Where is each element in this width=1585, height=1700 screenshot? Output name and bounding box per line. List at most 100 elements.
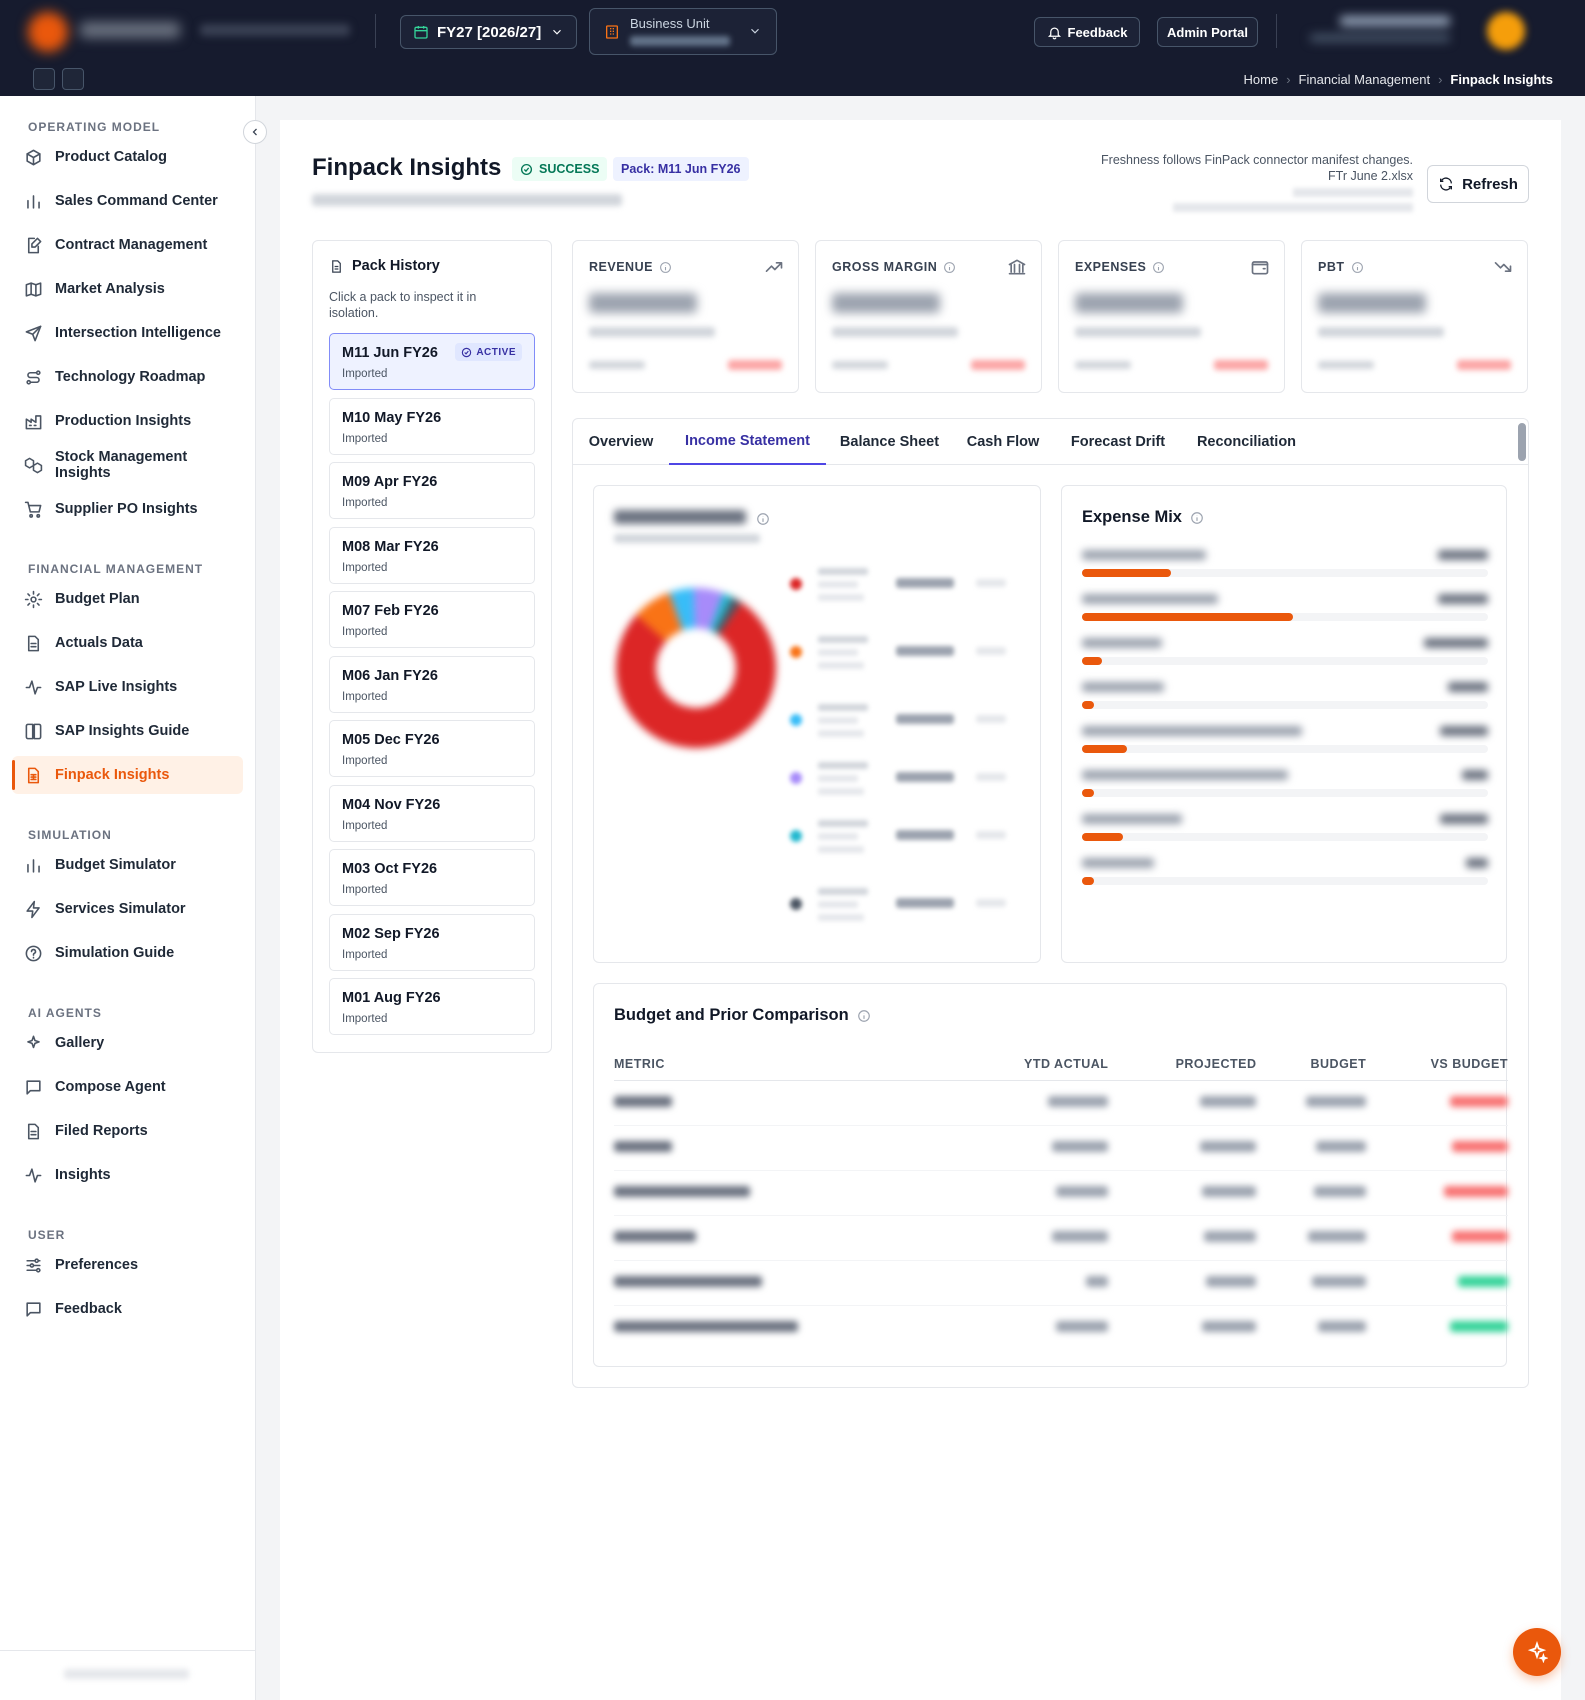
info-icon[interactable]: [857, 1009, 871, 1023]
table-row[interactable]: [614, 1170, 1508, 1216]
sidebar-item-simulation-guide[interactable]: Simulation Guide: [12, 934, 243, 972]
table-row[interactable]: [614, 1215, 1508, 1261]
user-info[interactable]: [1300, 14, 1450, 48]
pack-item[interactable]: M05 Dec FY26 Imported: [329, 720, 535, 777]
toolbar-button[interactable]: [62, 68, 84, 90]
sidebar-item-preferences[interactable]: Preferences: [12, 1246, 243, 1284]
value-cell: [1108, 1215, 1257, 1261]
activity-icon: [25, 679, 42, 695]
sidebar-item-finpack-insights[interactable]: Finpack Insights: [12, 756, 243, 794]
app-logo[interactable]: [28, 12, 188, 52]
sidebar-item-budget-plan[interactable]: Budget Plan: [12, 580, 243, 618]
refresh-icon: [1440, 177, 1453, 191]
pack-item[interactable]: M03 Oct FY26 Imported: [329, 849, 535, 906]
info-icon[interactable]: [1351, 261, 1364, 274]
toolbar-button[interactable]: [33, 68, 55, 90]
pack-item[interactable]: M04 Nov FY26 Imported: [329, 784, 535, 842]
kpi-budget-label: [1318, 361, 1374, 369]
sidebar-item-label: Stock Management Insights: [55, 449, 188, 481]
legend-value: [896, 578, 954, 588]
sidebar-item-supplier-po-insights[interactable]: Supplier PO Insights: [12, 490, 243, 528]
value-cell: [1256, 1260, 1367, 1306]
table-row[interactable]: [614, 1125, 1508, 1171]
sidebar-item-feedback[interactable]: Feedback: [12, 1290, 243, 1328]
pack-item[interactable]: M08 Mar FY26 Imported: [329, 526, 535, 584]
tab-reconciliation[interactable]: Reconciliation: [1196, 434, 1297, 450]
scrollbar[interactable]: [1518, 423, 1526, 461]
legend-swatch: [790, 772, 802, 784]
sidebar-item-filed-reports[interactable]: Filed Reports: [12, 1112, 243, 1150]
table-row[interactable]: [614, 1305, 1508, 1350]
donut-slice[interactable]: [616, 601, 776, 748]
sidebar-item-contract-management[interactable]: Contract Management: [12, 226, 243, 264]
tab-cash-flow[interactable]: Cash Flow: [966, 434, 1040, 450]
feedback-button[interactable]: Feedback: [1034, 17, 1140, 47]
pack-item[interactable]: M02 Sep FY26 Imported: [329, 913, 535, 971]
info-icon[interactable]: [659, 261, 672, 274]
tab-overview[interactable]: Overview: [588, 434, 654, 450]
breadcrumb-home[interactable]: Home: [1243, 72, 1279, 87]
collapse-sidebar-button[interactable]: [243, 120, 267, 144]
sidebar-item-compose-agent[interactable]: Compose Agent: [12, 1068, 243, 1106]
kpi-label-row: REVENUE: [589, 260, 672, 274]
ai-assistant-button[interactable]: [1513, 1628, 1561, 1676]
donut-slice[interactable]: [636, 592, 683, 642]
tab-balance-sheet[interactable]: Balance Sheet: [839, 434, 940, 450]
sidebar-item-insights[interactable]: Insights: [12, 1156, 243, 1194]
sidebar-item-stock-management-insights[interactable]: Stock Management Insights: [12, 446, 243, 484]
donut-slice[interactable]: [693, 588, 724, 631]
pack-item[interactable]: M11 Jun FY26 Imported ACTIVE: [329, 333, 535, 390]
table-row[interactable]: [614, 1080, 1508, 1126]
sidebar-item-label: Market Analysis: [55, 281, 165, 297]
sidebar-item-label: Insights: [55, 1167, 111, 1183]
sidebar-item-production-insights[interactable]: Production Insights: [12, 402, 243, 440]
pack-item[interactable]: M09 Apr FY26 Imported: [329, 462, 535, 519]
expense-mix-row: [1082, 858, 1488, 898]
info-icon[interactable]: [756, 512, 770, 526]
tab-income-statement[interactable]: Income Statement: [669, 419, 826, 465]
fiscal-year-selector[interactable]: FY27 [2026/27]: [400, 15, 577, 49]
sidebar-item-budget-simulator[interactable]: Budget Simulator: [12, 846, 243, 884]
pack-name: M05 Dec FY26: [342, 732, 440, 748]
legend-label: [818, 833, 858, 840]
donut-slice[interactable]: [669, 588, 695, 631]
table-row[interactable]: [614, 1260, 1508, 1306]
donut-slice[interactable]: [714, 596, 742, 635]
sidebar-item-label: Finpack Insights: [55, 767, 170, 783]
pack-item[interactable]: M06 Jan FY26 Imported: [329, 655, 535, 713]
expense-bar-track: [1082, 833, 1488, 841]
sidebar-item-product-catalog[interactable]: Product Catalog: [12, 138, 243, 176]
sidebar-item-technology-roadmap[interactable]: Technology Roadmap: [12, 358, 243, 396]
pack-item[interactable]: M10 May FY26 Imported: [329, 397, 535, 455]
info-icon[interactable]: [943, 261, 956, 274]
sidebar-item-intersection-intelligence[interactable]: Intersection Intelligence: [12, 314, 243, 352]
sidebar-item-services-simulator[interactable]: Services Simulator: [12, 890, 243, 928]
donut-slice[interactable]: [709, 592, 733, 633]
sidebar-item-gallery[interactable]: Gallery: [12, 1024, 243, 1062]
pack-item[interactable]: M07 Feb FY26 Imported: [329, 591, 535, 648]
pack-item[interactable]: M01 Aug FY26 Imported: [329, 978, 535, 1035]
bank-icon: [1008, 259, 1026, 275]
info-icon[interactable]: [1190, 511, 1204, 525]
legend-percent: [976, 579, 1006, 587]
breadcrumb-financial-management[interactable]: Financial Management: [1298, 72, 1431, 87]
metric-cell: [614, 1305, 954, 1350]
sidebar-item-sales-command-center[interactable]: Sales Command Center: [12, 182, 243, 220]
status-badge: SUCCESS: [512, 157, 608, 181]
check-circle-icon: [520, 163, 533, 175]
sidebar-item-sap-insights-guide[interactable]: SAP Insights Guide: [12, 712, 243, 750]
info-icon[interactable]: [1152, 261, 1165, 274]
divider: [0, 1650, 256, 1651]
refresh-button[interactable]: Refresh: [1427, 165, 1529, 203]
value-cell: [1366, 1125, 1508, 1171]
sidebar-item-sap-live-insights[interactable]: SAP Live Insights: [12, 668, 243, 706]
sidebar-item-label: Budget Plan: [55, 591, 140, 607]
admin-portal-button[interactable]: Admin Portal: [1157, 17, 1258, 47]
sidebar-item-actuals-data[interactable]: Actuals Data: [12, 624, 243, 662]
sidebar-item-market-analysis[interactable]: Market Analysis: [12, 270, 243, 308]
avatar[interactable]: [1487, 12, 1525, 50]
legend-percent: [976, 899, 1006, 907]
business-unit-selector[interactable]: Business Unit: [589, 8, 777, 55]
tab-forecast-drift[interactable]: Forecast Drift: [1070, 434, 1166, 450]
kpi-budget-label: [589, 361, 645, 369]
